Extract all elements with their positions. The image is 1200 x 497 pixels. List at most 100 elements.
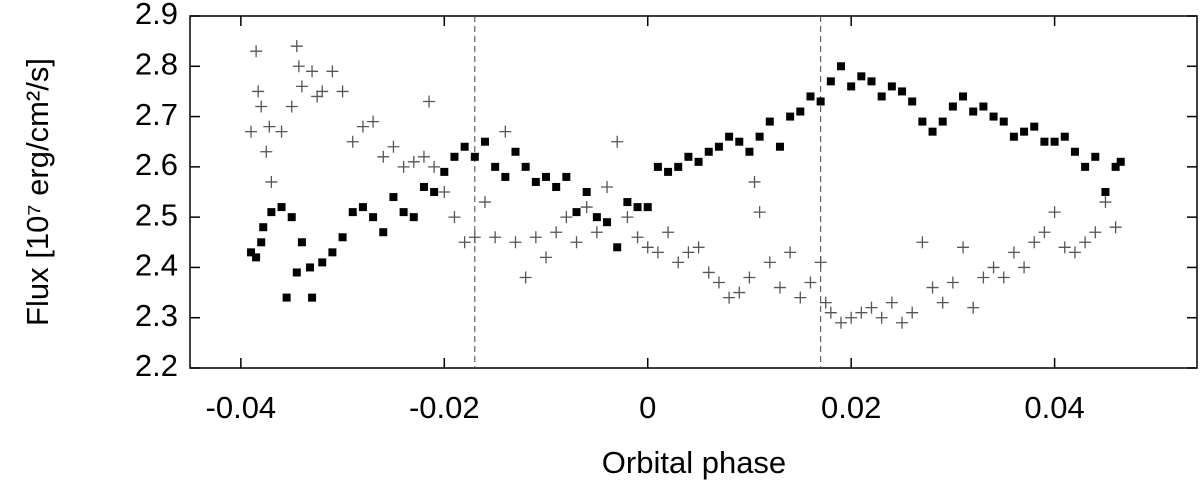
data-point [440,167,449,176]
data-point [450,152,459,161]
data-point [460,142,469,151]
data-point [763,256,776,269]
data-point [775,142,784,151]
data-point [987,261,1000,274]
data-point [603,218,612,227]
data-point [623,198,632,207]
data-point [967,301,980,314]
data-point [1091,152,1100,161]
data-point [712,276,725,289]
data-point [898,87,907,96]
data-point [887,82,896,91]
data-point [857,72,866,81]
data-point [572,208,581,217]
data-point [348,208,357,217]
data-point [662,226,675,239]
data-point [285,100,298,113]
data-point [252,253,261,262]
data-point [275,125,288,138]
data-point [430,188,439,196]
data-point [643,203,652,212]
x-tick-label: -0.04 [206,390,277,425]
data-point [560,211,573,224]
data-point [491,162,500,171]
data-point [959,92,968,101]
data-point [989,112,998,121]
data-point [621,211,634,224]
data-point [519,271,532,284]
data-point [590,226,603,239]
data-point [458,236,471,249]
data-point [297,238,306,247]
data-point [250,45,263,58]
data-point [735,137,744,146]
data-point [1020,127,1029,136]
data-point [260,145,273,158]
data-point [570,236,583,249]
y-tick-label: 2.5 [135,197,178,232]
data-point [753,206,766,219]
data-point [582,188,591,196]
data-point [1081,162,1090,171]
data-point [918,117,927,126]
data-point [489,231,502,244]
data-point [470,152,479,161]
data-point [290,40,303,53]
data-point [969,107,978,116]
data-point [1060,132,1069,141]
data-point [743,271,756,284]
data-point [694,157,703,166]
data-point [1116,157,1125,166]
data-point [287,213,296,222]
data-point [292,60,305,73]
data-point [1040,137,1049,146]
data-point [786,112,795,121]
data-point [796,107,805,116]
data-point [926,281,939,294]
y-tick-label: 2.3 [135,298,178,333]
data-point [448,211,461,224]
data-point [552,182,561,191]
data-point [1048,206,1061,219]
data-point [928,127,937,136]
data-point [550,226,563,239]
data-point [292,268,301,277]
data-point [682,246,695,259]
data-point [1007,246,1020,259]
data-point [358,203,367,212]
data-point [511,147,520,156]
data-point [1068,246,1081,259]
data-point [1079,236,1092,249]
y-tick-label: 2.9 [135,0,178,31]
data-point [1009,132,1018,141]
data-point [867,77,876,86]
data-point [247,248,256,257]
data-point [540,251,553,264]
data-point [521,162,530,171]
data-point [255,100,268,113]
data-point [580,201,593,214]
data-point [1050,137,1059,146]
data-point [908,97,917,106]
data-point [1058,241,1071,254]
data-point [499,125,512,138]
x-tick-label: -0.02 [409,390,480,425]
data-point [946,276,959,289]
data-point [684,152,693,161]
data-point [308,293,317,302]
data-point [592,213,601,222]
data-point [336,85,349,98]
data-point [794,291,807,304]
data-point [259,223,268,232]
data-point [1089,226,1102,239]
data-point [311,90,324,103]
data-point [399,208,408,217]
data-point [407,155,420,168]
x-tick-label: 0.04 [1024,390,1084,425]
data-point [745,147,754,156]
data-point [338,233,347,242]
data-point [877,92,886,101]
data-point [377,150,390,163]
data-point [896,316,909,329]
data-point [306,65,319,78]
